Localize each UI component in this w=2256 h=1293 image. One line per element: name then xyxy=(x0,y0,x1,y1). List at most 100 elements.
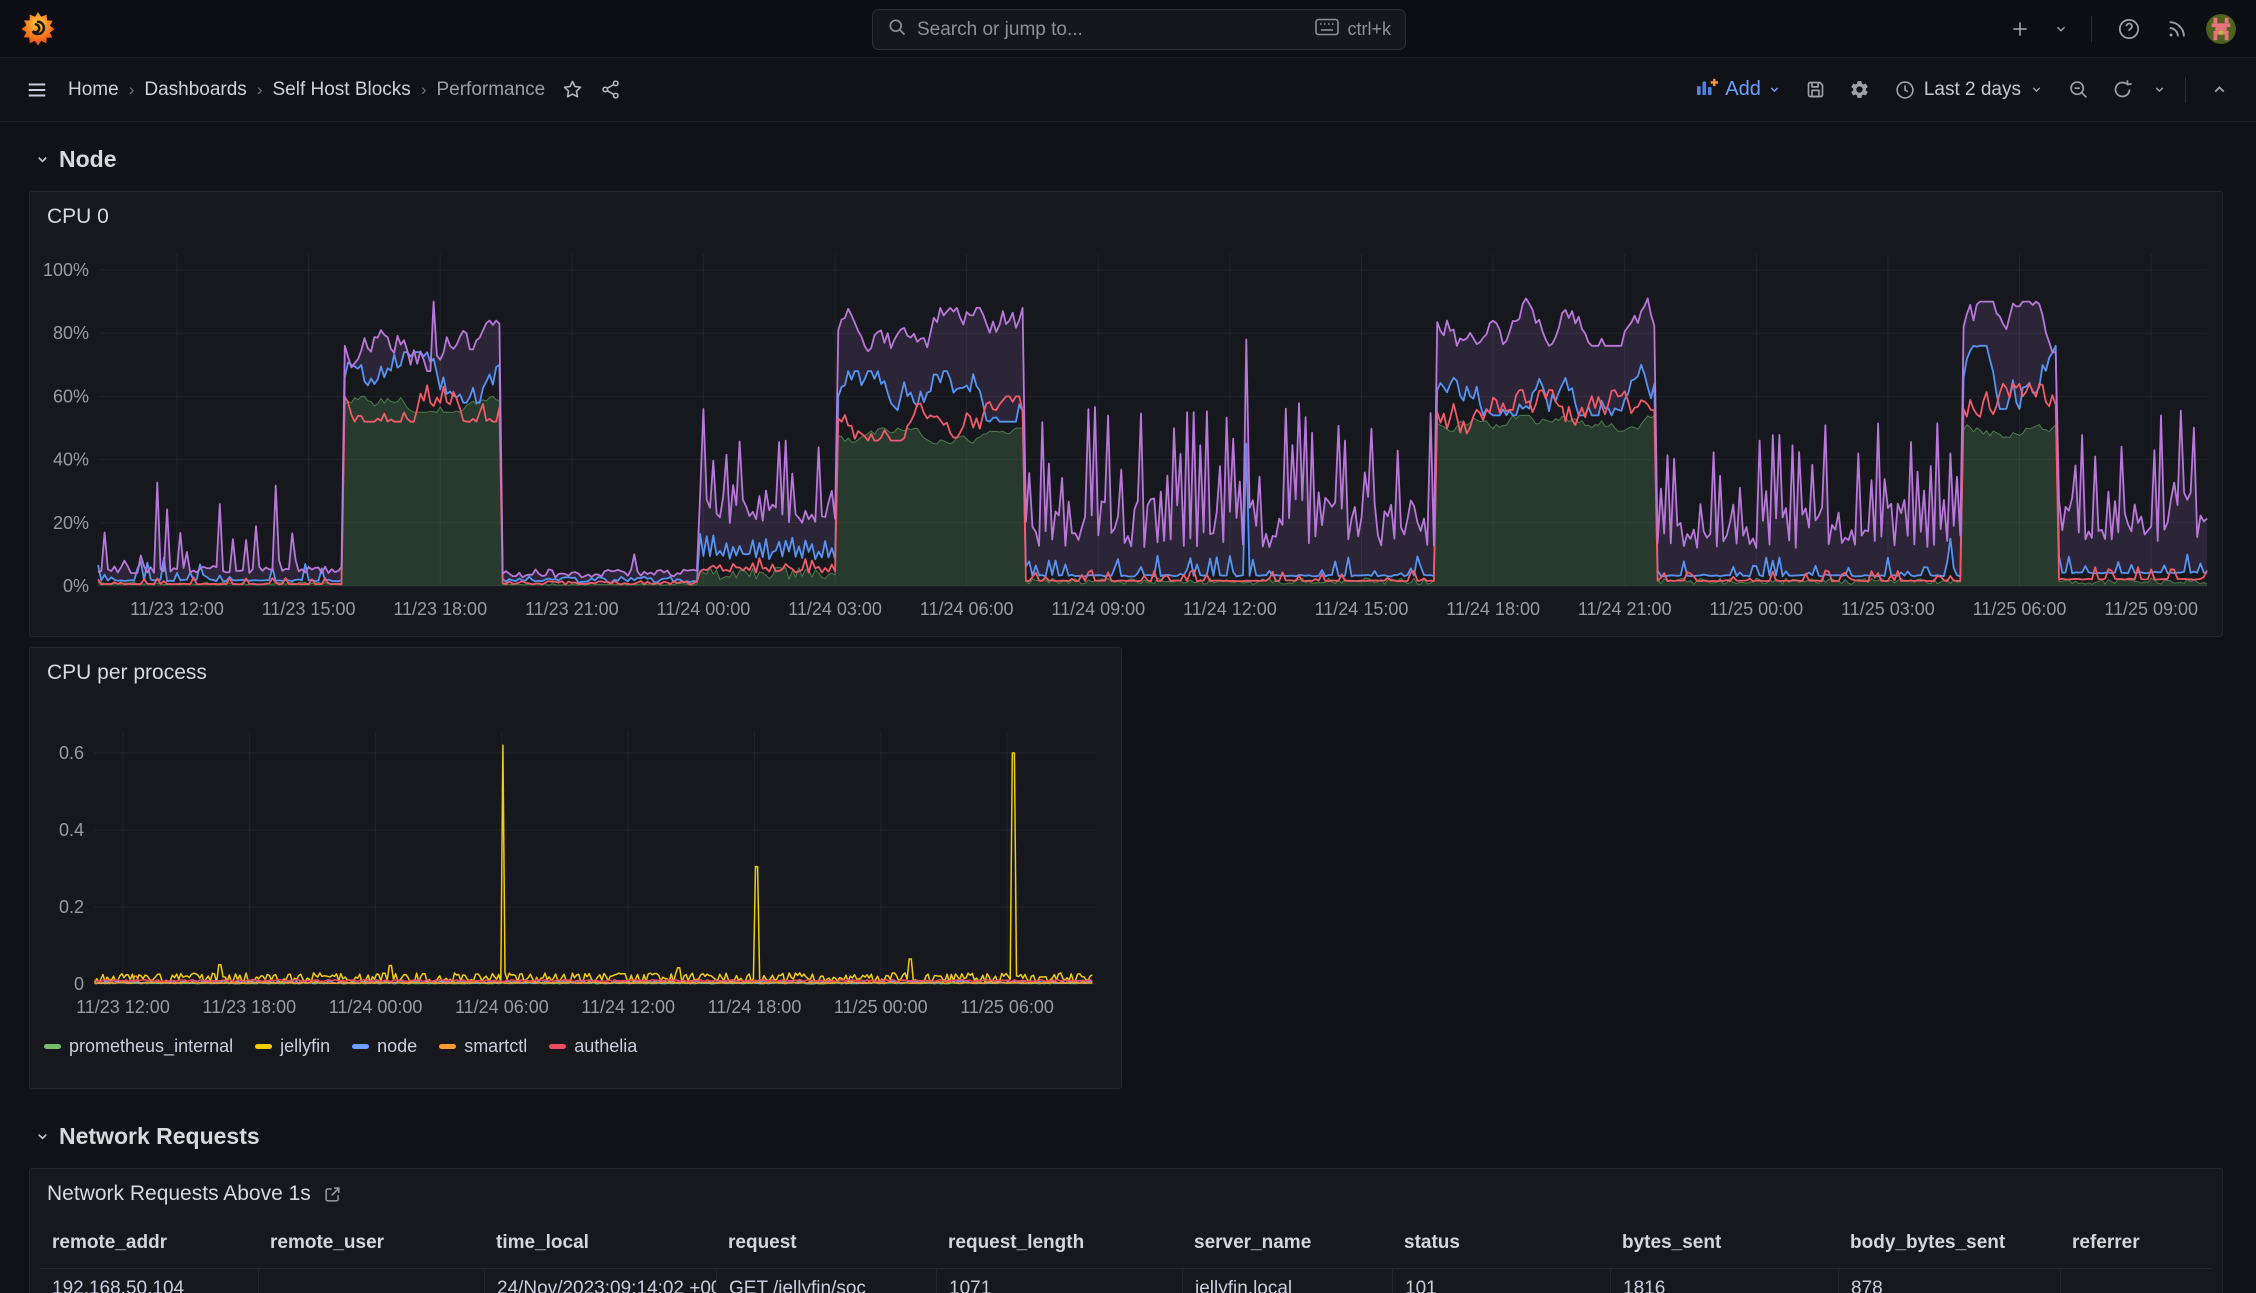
collapse-toolbar-button[interactable] xyxy=(2200,71,2238,109)
chevron-down-icon xyxy=(38,1134,47,1140)
x-tick-label: 11/23 18:00 xyxy=(393,599,487,619)
column-header-bytes_sent[interactable]: bytes_sent xyxy=(1622,1232,1722,1253)
time-range-picker[interactable]: Last 2 days xyxy=(1885,73,2053,107)
legend-item-jellyfin[interactable]: jellyfin xyxy=(255,1036,330,1057)
breadcrumb-current[interactable]: Performance xyxy=(436,78,546,100)
legend-item-smartctl[interactable]: smartctl xyxy=(439,1036,527,1057)
panel-title-cpu0[interactable]: CPU 0 xyxy=(47,205,109,228)
breadcrumb-dashboards[interactable]: Dashboards xyxy=(144,78,247,100)
y-tick-label: 20% xyxy=(53,513,89,533)
column-header-request_length[interactable]: request_length xyxy=(948,1232,1085,1253)
column-header-remote_user[interactable]: remote_user xyxy=(270,1232,385,1253)
column-header-request[interactable]: request xyxy=(728,1232,797,1253)
network-requests-table: remote_addr remote_user time_local request r… xyxy=(40,1220,2212,1293)
x-tick-label: 11/23 12:00 xyxy=(130,599,224,619)
panel-title-network-requests[interactable]: Network Requests Above 1s xyxy=(30,1169,2222,1206)
cpu-per-process-legend: prometheus_internal jellyfin node smartctl a… xyxy=(44,1036,637,1057)
legend-label: authelia xyxy=(574,1036,638,1056)
chevron-down-icon xyxy=(2032,87,2041,93)
table-row[interactable]: 192.168.50.104 24/Nov/2023:09:14:02 +0000… xyxy=(40,1268,2212,1293)
cpu0-chart[interactable]: 0% 20% 40% 60% 80% 100% 11/23 12:00 11/23 15:00… xyxy=(30,192,2222,636)
series-line-authelia xyxy=(94,978,1093,983)
dashboard-settings-button[interactable] xyxy=(1841,71,1879,109)
legend-item-prometheus_internal[interactable]: prometheus_internal xyxy=(44,1036,233,1057)
help-icon[interactable] xyxy=(2110,10,2148,48)
legend-item-authelia[interactable]: authelia xyxy=(549,1036,637,1057)
column-header-remote_addr[interactable]: remote_addr xyxy=(52,1232,168,1253)
legend-label: node xyxy=(377,1036,418,1056)
x-tick-label: 11/25 00:00 xyxy=(834,997,928,1017)
y-tick-label: 0% xyxy=(63,576,89,596)
new-menu-caret[interactable] xyxy=(2049,10,2073,48)
x-tick-label: 11/24 06:00 xyxy=(455,997,549,1017)
cell-status: 101 xyxy=(1392,1269,1610,1293)
cell-server_name: jellyfin.local xyxy=(1182,1269,1392,1293)
external-link-icon[interactable] xyxy=(323,1185,342,1204)
divider xyxy=(2185,76,2186,103)
chevron-right-icon: › xyxy=(128,79,135,99)
x-tick-label: 11/25 00:00 xyxy=(1709,599,1803,619)
breadcrumb-folder[interactable]: Self Host Blocks xyxy=(272,78,411,100)
area-fill-green-area xyxy=(98,396,2208,586)
dashboard-toolbar: Home › Dashboards › Self Host Blocks › P… xyxy=(0,58,2256,122)
column-header-referrer[interactable]: referrer xyxy=(2072,1232,2140,1253)
cell-time_local: 24/Nov/2023:09:14:02 +0000 xyxy=(484,1269,716,1293)
x-tick-label: 11/24 06:00 xyxy=(920,599,1014,619)
x-tick-label: 11/24 18:00 xyxy=(1446,599,1540,619)
series-line-purple xyxy=(97,297,2208,579)
x-tick-label: 11/24 15:00 xyxy=(1315,599,1409,619)
section-row-network[interactable]: Network Requests xyxy=(35,1123,2225,1150)
band-fill xyxy=(98,298,2208,583)
cell-request: GET /jellyfin/soc xyxy=(716,1269,936,1293)
favorite-star-icon[interactable] xyxy=(553,71,591,109)
legend-swatch xyxy=(439,1044,457,1049)
search-shortcut: ctrl+k xyxy=(1347,19,1391,39)
search-placeholder: Search or jump to... xyxy=(917,18,1083,40)
news-icon[interactable] xyxy=(2158,10,2196,48)
cell-remote_user xyxy=(258,1269,484,1293)
series-line-smartctl xyxy=(94,975,1093,985)
x-tick-label: 11/24 21:00 xyxy=(1578,599,1672,619)
y-tick-label: 100% xyxy=(43,260,89,280)
column-header-server_name[interactable]: server_name xyxy=(1194,1232,1312,1253)
grafana-logo[interactable] xyxy=(20,11,56,47)
save-dashboard-button[interactable] xyxy=(1797,71,1835,109)
x-tick-label: 11/25 03:00 xyxy=(1841,599,1935,619)
column-header-status[interactable]: status xyxy=(1404,1232,1460,1253)
legend-swatch xyxy=(352,1044,370,1049)
panel-cpu-per-process: CPU per process 0 0.2 0.4 0.6 11/23 12:00 11/… xyxy=(29,647,1122,1089)
cell-request_length: 1071 xyxy=(936,1269,1182,1293)
y-tick-label: 0 xyxy=(74,974,84,994)
legend-swatch xyxy=(44,1044,61,1049)
x-tick-label: 11/24 03:00 xyxy=(788,599,882,619)
x-tick-label: 11/23 21:00 xyxy=(525,599,619,619)
legend-label: smartctl xyxy=(464,1036,528,1056)
share-icon[interactable] xyxy=(591,71,629,109)
chevron-right-icon: › xyxy=(420,79,427,99)
search-input[interactable]: Search or jump to... ctrl+k xyxy=(872,9,1406,50)
series-line-red xyxy=(97,382,2208,586)
panel-title-cpu-per-process[interactable]: CPU per process xyxy=(47,661,207,684)
refresh-button[interactable] xyxy=(2103,71,2141,109)
x-tick-label: 11/23 12:00 xyxy=(76,997,170,1017)
zoom-out-button[interactable] xyxy=(2059,71,2097,109)
cpu-per-process-chart[interactable]: 0 0.2 0.4 0.6 11/23 12:00 11/23 18:00 11/24 00… xyxy=(30,648,1121,1032)
y-tick-label: 80% xyxy=(53,323,89,343)
column-header-body_bytes_sent[interactable]: body_bytes_sent xyxy=(1850,1232,2006,1253)
breadcrumb-home[interactable]: Home xyxy=(68,78,119,100)
legend-item-node[interactable]: node xyxy=(352,1036,417,1057)
new-button[interactable] xyxy=(2001,10,2039,48)
x-tick-label: 11/25 09:00 xyxy=(2104,599,2198,619)
user-avatar[interactable] xyxy=(2206,13,2236,44)
section-row-node[interactable]: Node xyxy=(35,146,2225,173)
section-title-node: Node xyxy=(59,146,117,172)
x-tick-label: 11/24 18:00 xyxy=(708,997,802,1017)
column-header-time_local[interactable]: time_local xyxy=(496,1232,589,1253)
y-tick-label: 0.6 xyxy=(59,743,84,763)
panel-network-requests: Network Requests Above 1s remote_addr rem… xyxy=(29,1168,2223,1293)
refresh-interval-caret[interactable] xyxy=(2147,71,2171,109)
y-tick-label: 0.2 xyxy=(59,897,84,917)
x-tick-label: 11/24 09:00 xyxy=(1051,599,1145,619)
mega-menu-toggle[interactable] xyxy=(18,71,56,109)
add-panel-button[interactable]: Add xyxy=(1686,71,1791,109)
